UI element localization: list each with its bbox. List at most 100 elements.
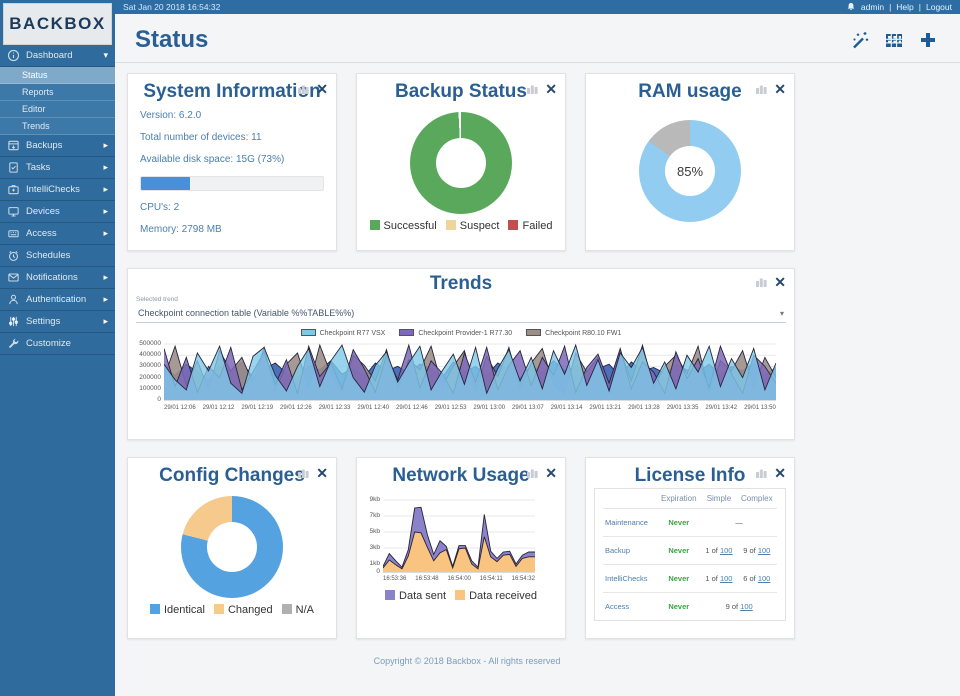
- close-icon[interactable]: ✕: [774, 274, 786, 290]
- bar-chart-icon[interactable]: [526, 467, 538, 479]
- bar-chart-icon[interactable]: [297, 83, 309, 95]
- y-tick-label: 200000: [139, 373, 161, 381]
- sidebar-subitem-trends[interactable]: Trends: [0, 118, 115, 135]
- license-limit-link[interactable]: 100: [757, 574, 771, 583]
- chevron-right-icon: ▸: [103, 294, 108, 304]
- widget-title: Trends: [429, 273, 493, 294]
- config-changes-legend: Identical Changed N/A: [128, 604, 336, 616]
- sidebar-item-customize[interactable]: Customize: [0, 333, 115, 355]
- network-y-axis: 9kb 7kb 5kb 3kb 1kb 0: [361, 490, 383, 576]
- x-tick-label: 29/01 13:07: [512, 405, 544, 411]
- license-merged-value: 9 of 100: [701, 592, 777, 620]
- legend-swatch: [281, 604, 292, 614]
- intellichecks-icon: [7, 183, 20, 196]
- system-memory: Memory: 2798 MB: [140, 224, 222, 235]
- legend-swatch: [445, 220, 456, 230]
- sidebar-item-notifications[interactable]: Notifications ▸: [0, 267, 115, 289]
- ram-usage-donut: 85%: [639, 120, 741, 222]
- sidebar-subitem-reports[interactable]: Reports: [0, 84, 115, 101]
- sidebar-item-access[interactable]: Access ▸: [0, 223, 115, 245]
- license-limit-link[interactable]: 100: [719, 546, 733, 555]
- sidebar-item-backups[interactable]: Backups ▸: [0, 135, 115, 157]
- y-tick-label: 0: [376, 568, 380, 575]
- sidebar-subitem-editor[interactable]: Editor: [0, 101, 115, 118]
- user-bell-icon[interactable]: [846, 2, 856, 12]
- legend-swatch: [399, 329, 415, 336]
- close-icon[interactable]: ✕: [774, 81, 786, 97]
- x-tick-label: 29/01 12:06: [164, 405, 196, 411]
- topbar-help-link[interactable]: Help: [896, 2, 914, 12]
- sidebar-subitem-label: Reports: [22, 87, 54, 97]
- topbar-username[interactable]: admin: [860, 2, 885, 12]
- disk-usage-bar: [140, 176, 324, 191]
- license-name: IntelliChecks: [603, 564, 657, 593]
- schedules-icon: [7, 249, 20, 262]
- x-tick-label: 29/01 12:19: [241, 405, 274, 411]
- devices-icon: [7, 205, 20, 218]
- y-tick-label: 3kb: [369, 544, 380, 551]
- license-limit-link[interactable]: 100: [757, 546, 771, 555]
- close-icon[interactable]: ✕: [316, 465, 328, 481]
- chevron-right-icon: ▸: [103, 272, 108, 282]
- widget-network-usage: Network Usage ✕ 9kb 7kb 5kb 3kb 1kb 0 16:53:3…: [356, 457, 566, 639]
- legend-swatch: [508, 220, 519, 230]
- wizard-wand-button[interactable]: [850, 30, 870, 50]
- bar-chart-icon[interactable]: [526, 83, 538, 95]
- license-row: Maintenance Never —: [603, 508, 777, 537]
- close-icon[interactable]: ✕: [545, 81, 557, 97]
- sidebar-item-schedules[interactable]: Schedules: [0, 245, 115, 267]
- widget-ram-usage: RAM usage ✕ 85%: [585, 73, 795, 251]
- widget-title: Network Usage: [392, 465, 530, 486]
- sidebar-subitem-label: Editor: [22, 104, 46, 114]
- legend-item: Changed: [213, 604, 273, 616]
- sidebar-item-label: Devices: [26, 206, 60, 217]
- x-tick-label: 29/01 13:14: [550, 405, 583, 411]
- dashboard-icon: [7, 49, 20, 62]
- license-limit-link[interactable]: 100: [719, 574, 733, 583]
- sidebar-item-settings[interactable]: Settings ▸: [0, 311, 115, 333]
- sidebar-item-label: Notifications: [26, 272, 78, 283]
- license-table-container: Expiration Simple Complex Maintenance Nev…: [594, 488, 786, 621]
- x-tick-label: 29/01 13:00: [473, 405, 506, 411]
- bar-chart-icon[interactable]: [755, 467, 767, 479]
- trend-select-dropdown[interactable]: Checkpoint connection table (Variable %%…: [136, 305, 786, 323]
- disk-usage-fill: [141, 177, 191, 190]
- license-limit-link[interactable]: 100: [740, 602, 753, 611]
- copyright-footer: Copyright © 2018 Backbox - All rights re…: [373, 656, 561, 666]
- sidebar-item-label: IntelliChecks: [26, 184, 80, 195]
- close-icon[interactable]: ✕: [316, 81, 328, 97]
- widget-backup-status: Backup Status ✕ Successful Suspect Failed: [356, 73, 566, 251]
- page-header: Status: [115, 14, 960, 63]
- add-widget-button[interactable]: [918, 30, 938, 50]
- main-area: Sat Jan 20 2018 16:54:32 admin | Help | …: [115, 0, 960, 696]
- sidebar-item-devices[interactable]: Devices ▸: [0, 201, 115, 223]
- legend-swatch: [385, 590, 396, 600]
- network-usage-legend: Data sent Data received: [357, 590, 565, 602]
- sidebar-subitem-label: Trends: [22, 121, 50, 131]
- close-icon[interactable]: ✕: [545, 465, 557, 481]
- sidebar-item-dashboard[interactable]: Dashboard ▾: [0, 45, 115, 67]
- bar-chart-icon[interactable]: [755, 276, 767, 288]
- sidebar-item-intellichecks[interactable]: IntelliChecks ▸: [0, 179, 115, 201]
- sidebar-item-tasks[interactable]: Tasks ▸: [0, 157, 115, 179]
- close-icon[interactable]: ✕: [774, 465, 786, 481]
- customize-icon: [7, 337, 20, 350]
- sidebar-subitem-status[interactable]: Status: [0, 67, 115, 84]
- license-expiration: Never: [656, 564, 702, 593]
- legend-item: N/A: [281, 604, 314, 616]
- widget-system-information: System Information ✕ Version: 6.2.0 Tota…: [127, 73, 337, 251]
- grid-view-button[interactable]: [884, 30, 904, 50]
- chevron-right-icon: ▸: [103, 206, 108, 216]
- sidebar-item-label: Customize: [26, 338, 71, 349]
- page-title: Status: [135, 26, 209, 53]
- topbar-logout-link[interactable]: Logout: [926, 2, 952, 12]
- bar-chart-icon[interactable]: [297, 467, 309, 479]
- sidebar-item-authentication[interactable]: Authentication ▸: [0, 289, 115, 311]
- bar-chart-icon[interactable]: [755, 83, 767, 95]
- y-tick-label: 5kb: [369, 528, 380, 535]
- x-tick-label: 16:53:36: [383, 576, 407, 582]
- notifications-icon: [7, 271, 20, 284]
- legend-item: Checkpoint Provider-1 R77.30: [399, 329, 512, 337]
- chevron-down-icon: ▾: [779, 308, 784, 318]
